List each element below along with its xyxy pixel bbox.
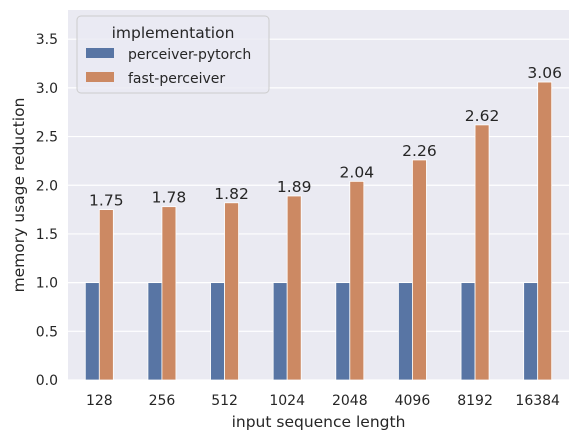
data-label: 1.75 <box>89 192 124 210</box>
y-tick-label: 0.5 <box>36 324 58 340</box>
y-tick-label: 0.0 <box>36 373 58 389</box>
bar-perceiver-pytorch-512 <box>210 282 225 381</box>
x-tick-label: 128 <box>86 393 113 409</box>
y-tick-label: 2.5 <box>36 130 58 146</box>
y-tick-label: 1.5 <box>36 227 58 243</box>
bar-perceiver-pytorch-1024 <box>272 282 288 381</box>
data-label: 1.78 <box>152 189 187 207</box>
x-tick-label: 8192 <box>457 393 493 409</box>
legend-box <box>76 15 270 94</box>
bar-perceiver-pytorch-8192 <box>460 282 476 381</box>
x-tick-label: 1024 <box>269 393 305 409</box>
x-axis-label: input sequence length <box>232 413 406 431</box>
bar-perceiver-pytorch-256 <box>147 282 163 381</box>
legend-title: implementation <box>112 24 235 42</box>
bar-fast-perceiver-128 <box>98 209 114 381</box>
x-tick-label: 2048 <box>332 393 368 409</box>
legend-swatch-perceiver-pytorch <box>86 48 114 58</box>
bar-perceiver-pytorch-16384 <box>523 282 539 381</box>
bars <box>84 81 553 381</box>
bar-fast-perceiver-2048 <box>349 180 365 381</box>
bar-fast-perceiver-8192 <box>474 124 490 381</box>
y-tick-label: 3.0 <box>36 81 58 97</box>
legend: implementation perceiver-pytorch fast-pe… <box>76 15 270 94</box>
data-label: 2.26 <box>402 142 437 160</box>
y-tick-label: 1.0 <box>36 276 58 292</box>
bar-fast-perceiver-4096 <box>412 159 427 381</box>
bar-fast-perceiver-1024 <box>286 195 302 381</box>
x-axis-ticks: 128 256 512 1024 2048 4096 8192 16384 <box>86 393 560 409</box>
legend-label-perceiver-pytorch: perceiver-pytorch <box>128 47 251 63</box>
y-axis-ticks: 0.0 0.5 1.0 1.5 2.0 2.5 3.0 3.5 <box>36 32 58 389</box>
y-tick-label: 3.5 <box>36 32 58 48</box>
bar-fast-perceiver-512 <box>224 202 239 381</box>
legend-label-fast-perceiver: fast-perceiver <box>128 71 225 87</box>
x-tick-label: 256 <box>149 393 176 409</box>
data-label: 1.89 <box>277 178 312 196</box>
y-tick-label: 2.0 <box>36 178 58 194</box>
bar-fast-perceiver-256 <box>161 206 177 381</box>
data-labels: 1.75 1.78 1.82 1.89 2.04 2.26 2.62 3.06 <box>89 64 562 210</box>
legend-swatch-fast-perceiver <box>86 72 114 82</box>
data-label: 2.62 <box>465 107 500 125</box>
y-axis-label: memory usage reduction <box>10 98 28 293</box>
x-tick-label: 16384 <box>515 393 560 409</box>
data-label: 3.06 <box>527 64 562 82</box>
bar-perceiver-pytorch-128 <box>84 282 100 381</box>
x-tick-label: 4096 <box>395 393 431 409</box>
bar-perceiver-pytorch-2048 <box>335 282 351 381</box>
bar-fast-perceiver-16384 <box>537 81 553 381</box>
data-label: 1.82 <box>214 185 249 203</box>
data-label: 2.04 <box>340 163 375 181</box>
bar-perceiver-pytorch-4096 <box>398 282 413 381</box>
x-tick-label: 512 <box>211 393 238 409</box>
